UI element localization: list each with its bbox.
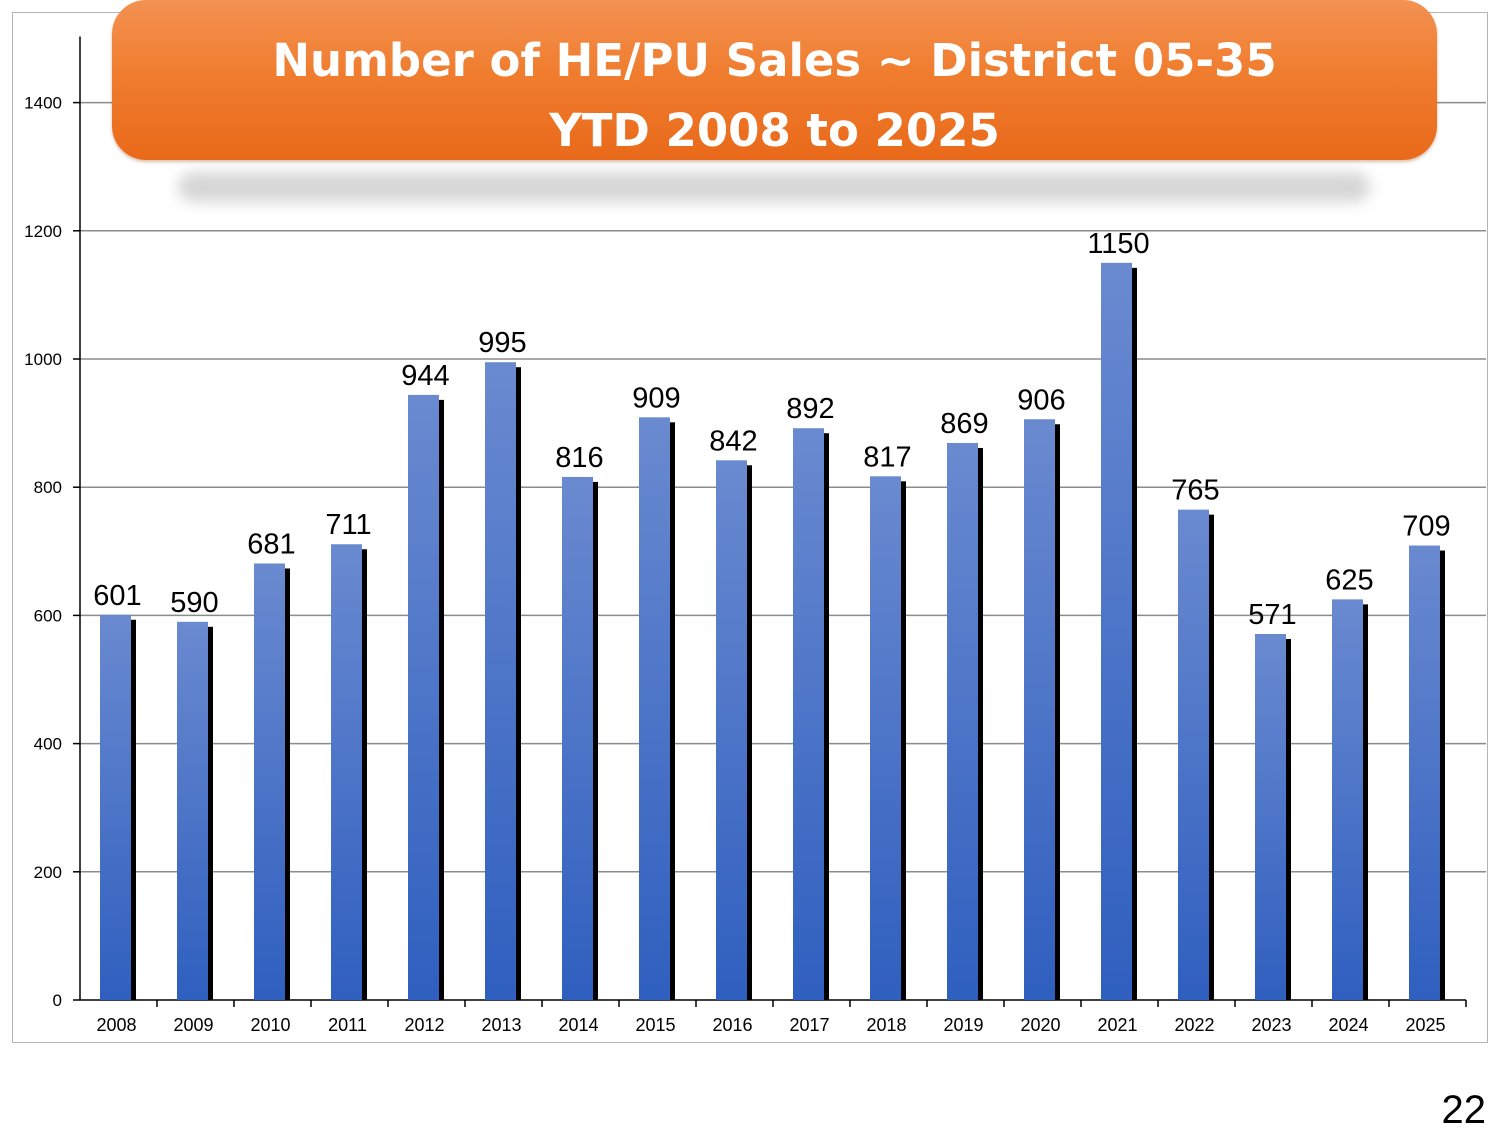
x-tick-label-2021: 2021	[1097, 1015, 1137, 1035]
y-tick-label: 200	[34, 863, 62, 882]
page-number: 22	[1441, 1088, 1487, 1132]
x-tick-label-2024: 2024	[1328, 1015, 1368, 1035]
data-label-2015: 909	[632, 382, 680, 414]
x-tick-label-2014: 2014	[558, 1015, 598, 1035]
data-label-2021: 1150	[1087, 228, 1149, 260]
data-label-2022: 765	[1171, 475, 1219, 507]
bar-2009	[177, 621, 208, 1000]
data-label-2014: 816	[555, 442, 603, 474]
data-label-2020: 906	[1017, 384, 1065, 416]
data-label-2012: 944	[401, 360, 449, 392]
bar-2018	[870, 476, 901, 1001]
x-tick-label-2009: 2009	[173, 1015, 213, 1035]
x-tick-label-2011: 2011	[328, 1015, 367, 1035]
data-label-2008: 601	[93, 580, 141, 612]
title-banner-shadow	[178, 172, 1370, 202]
data-labels: 601 590 681 711 944 995 816 909 842 892 817 869 906 1…	[93, 228, 1450, 631]
x-tick-label-2025: 2025	[1405, 1015, 1445, 1035]
data-label-2024: 625	[1325, 564, 1373, 596]
data-label-2025: 709	[1402, 511, 1450, 543]
chart-title-banner: Number of HE/PU Sales ~ District 05-35 Y…	[112, 0, 1437, 160]
x-tick-label-2010: 2010	[250, 1015, 290, 1035]
data-label-2009: 590	[170, 587, 218, 619]
data-label-2011: 711	[325, 509, 371, 541]
x-tick-label-2008: 2008	[96, 1015, 136, 1035]
x-tick-label-2012: 2012	[404, 1015, 444, 1035]
bar-2015	[639, 417, 670, 1000]
bar-2013	[485, 362, 516, 1001]
data-label-2016: 842	[709, 425, 757, 457]
bar-2014	[562, 476, 593, 1001]
chart-title-line-1: Number of HE/PU Sales ~ District 05-35	[272, 34, 1277, 87]
x-tick-label-2015: 2015	[635, 1015, 675, 1035]
bar-2020	[1024, 419, 1055, 1000]
y-tick-label: 400	[34, 735, 62, 754]
bar-2021	[1101, 262, 1132, 1001]
x-tick-label-2023: 2023	[1251, 1015, 1291, 1035]
x-tick-label-2013: 2013	[481, 1015, 521, 1035]
bar-2023	[1255, 633, 1286, 1000]
x-tick-label-2018: 2018	[866, 1015, 906, 1035]
data-label-2017: 892	[786, 393, 834, 425]
x-tick-label-2020: 2020	[1020, 1015, 1060, 1035]
data-label-2010: 681	[247, 528, 295, 560]
data-label-2013: 995	[478, 327, 526, 359]
bars	[100, 262, 1445, 1001]
y-tick-label: 1400	[24, 94, 62, 113]
bar-2016	[716, 460, 747, 1000]
bar-2022	[1178, 509, 1209, 1000]
bar-2008	[100, 614, 131, 1000]
bar-2010	[254, 563, 285, 1000]
y-tick-label: 600	[34, 606, 62, 625]
y-tick-label: 800	[34, 478, 62, 497]
y-tick-label: 1000	[24, 350, 62, 369]
bar-2017	[793, 428, 824, 1000]
bar-2011	[331, 544, 362, 1000]
bar-2025	[1409, 545, 1440, 1000]
y-tick-label: 0	[53, 991, 62, 1010]
y-tick-label: 1200	[24, 222, 62, 241]
data-label-2019: 869	[940, 408, 988, 440]
chart-title-line-2: YTD 2008 to 2025	[549, 104, 1000, 157]
bar-2012	[408, 394, 439, 1000]
x-tick-label-2019: 2019	[943, 1015, 983, 1035]
x-tick-label-2016: 2016	[712, 1015, 752, 1035]
x-tick-label-2017: 2017	[789, 1015, 829, 1035]
x-tick-label-2022: 2022	[1174, 1015, 1214, 1035]
axes: 0 200 400 600 800 1000 1200 1400 2008 2009 2010 201…	[24, 36, 1467, 1035]
bar-2019	[947, 442, 978, 1000]
data-label-2018: 817	[863, 441, 911, 473]
data-label-2023: 571	[1248, 599, 1296, 631]
bar-2024	[1332, 599, 1363, 1000]
